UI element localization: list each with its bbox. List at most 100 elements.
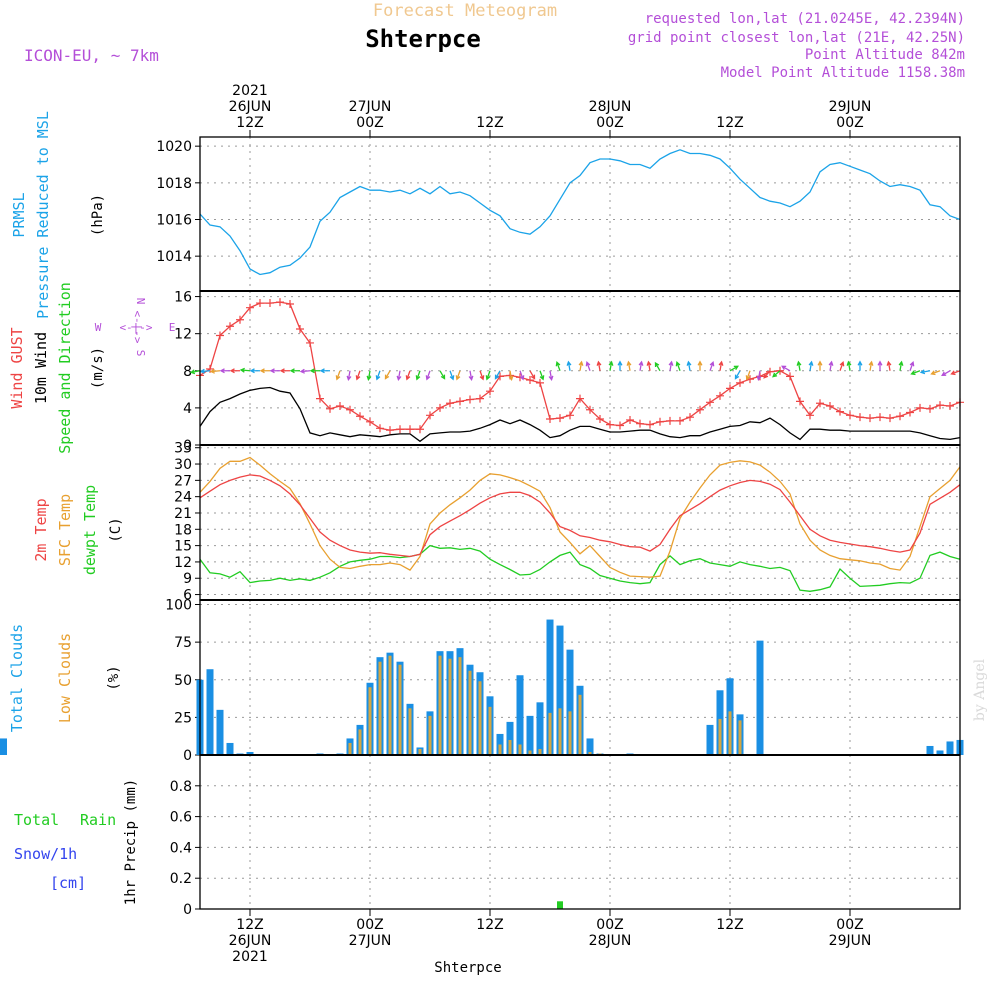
low-cloud-bar xyxy=(558,708,562,755)
wind-arrow xyxy=(638,360,644,371)
gust-marker xyxy=(706,398,714,407)
low-cloud-bar xyxy=(488,706,492,755)
gust-marker xyxy=(306,338,314,347)
total-cloud-bar xyxy=(226,742,234,755)
point-altitude: Point Altitude 842m xyxy=(805,47,965,63)
bottom-time-label: 29JUN xyxy=(829,933,872,949)
wind-label: 10m Wind xyxy=(32,332,50,404)
dir-arrow-h: <-|-> xyxy=(119,321,152,334)
wind-arrow xyxy=(626,360,632,371)
gust-marker xyxy=(936,401,944,410)
precip-snow-label: Snow/1h xyxy=(14,845,77,863)
wind-arrow xyxy=(668,360,674,371)
y-tick-label: 12 xyxy=(174,327,192,343)
low-cloud-bar xyxy=(718,718,722,755)
dewpt-label: dewpt Temp xyxy=(81,485,99,575)
y-tick-label: 27 xyxy=(174,473,192,489)
bottom-time-label: 12Z xyxy=(716,917,743,933)
wind-arrow xyxy=(508,370,514,381)
gust-marker xyxy=(796,397,804,406)
total-cloud-bar xyxy=(246,751,254,755)
low-cloud-bar xyxy=(368,687,372,755)
gust-marker xyxy=(636,419,644,428)
model-altitude: Model Point Altitude 1158.38m xyxy=(721,65,965,81)
wind-speed-label: Speed and Direction xyxy=(56,282,74,454)
gust-marker xyxy=(906,408,914,417)
gust-marker xyxy=(386,426,394,435)
precip-snow-unit: [cm] xyxy=(50,874,86,892)
wind-arrow xyxy=(229,368,240,374)
gust-marker xyxy=(816,399,824,408)
wind-arrow xyxy=(449,370,455,381)
wind-arrow xyxy=(539,370,545,381)
low-cloud-bar xyxy=(738,720,742,755)
low-cloud-bar xyxy=(568,711,572,755)
wind-arrow xyxy=(729,365,739,372)
y-tick-label: 0.6 xyxy=(170,810,192,826)
gust-marker xyxy=(216,331,224,340)
wind-arrow xyxy=(219,368,230,374)
wind-arrow xyxy=(199,368,211,374)
top-time-label: 12Z xyxy=(476,115,503,131)
gust-marker xyxy=(546,415,554,424)
precip-rain-label: Rain xyxy=(80,811,116,829)
wind-arrow xyxy=(455,370,461,381)
y-tick-label: 0 xyxy=(183,748,192,764)
top-time-label: 00Z xyxy=(356,115,383,131)
series-wind-gust xyxy=(199,301,961,431)
low-cloud-bar xyxy=(378,661,382,755)
y-tick-label: 1018 xyxy=(156,176,192,192)
wind-arrow xyxy=(919,369,931,375)
low-cloud-bar xyxy=(398,664,402,755)
top-time-label: 29JUN xyxy=(829,99,872,115)
gust-marker xyxy=(566,411,574,420)
total-cloud-bar xyxy=(546,619,554,755)
low-cloud-bar xyxy=(518,744,522,755)
total-cloud-bar xyxy=(0,738,7,755)
gust-marker xyxy=(246,303,254,312)
wind-arrow xyxy=(415,370,421,381)
top-time-label: 12Z xyxy=(236,115,263,131)
panel-pressure: 1014 1016 1018 1020 xyxy=(156,136,961,292)
top-time-label: 26JUN xyxy=(229,99,272,115)
low-cloud-bar xyxy=(548,712,552,755)
wind-arrow xyxy=(910,370,921,376)
location-title: Shterpce xyxy=(365,25,481,53)
wind-arrow xyxy=(868,360,874,371)
low-cloud-bar xyxy=(478,681,482,755)
gust-marker xyxy=(736,378,744,387)
bottom-time-label: 27JUN xyxy=(349,933,392,949)
requested-coords: requested lon,lat (21.0245E, 42.2394N) xyxy=(645,11,965,27)
wind-arrow xyxy=(886,360,892,371)
dir-west: W xyxy=(95,321,102,334)
gust-marker xyxy=(536,378,544,387)
y-tick-label: 0.8 xyxy=(170,779,192,795)
low-cloud-bar xyxy=(358,729,362,755)
wind-arrow xyxy=(808,360,814,371)
y-tick-label: 75 xyxy=(174,635,192,651)
total-clouds-label: Total Clouds xyxy=(8,624,26,732)
low-cloud-bar xyxy=(458,657,462,755)
gust-marker xyxy=(486,387,494,396)
gust-marker xyxy=(846,411,854,420)
clouds-unit: (%) xyxy=(106,665,122,690)
bottom-time-label: 12Z xyxy=(476,917,503,933)
gust-marker xyxy=(266,299,274,308)
wind-arrow xyxy=(279,368,290,374)
gust-marker xyxy=(346,405,354,414)
pressure-unit: (hPa) xyxy=(90,194,106,236)
total-cloud-bar xyxy=(706,724,714,755)
wind-arrow xyxy=(596,360,602,371)
wind-arrow xyxy=(346,370,352,381)
y-tick-label: 30 xyxy=(174,457,192,473)
gust-marker xyxy=(696,405,704,414)
total-cloud-bar xyxy=(556,625,564,755)
gust-marker xyxy=(586,405,594,414)
low-cloud-bar xyxy=(538,748,542,755)
gust-marker xyxy=(466,395,474,404)
panel-frame xyxy=(199,136,961,292)
wind-arrow xyxy=(405,370,411,381)
gust-marker xyxy=(666,416,674,425)
gust-label: Wind GUST xyxy=(8,327,26,408)
